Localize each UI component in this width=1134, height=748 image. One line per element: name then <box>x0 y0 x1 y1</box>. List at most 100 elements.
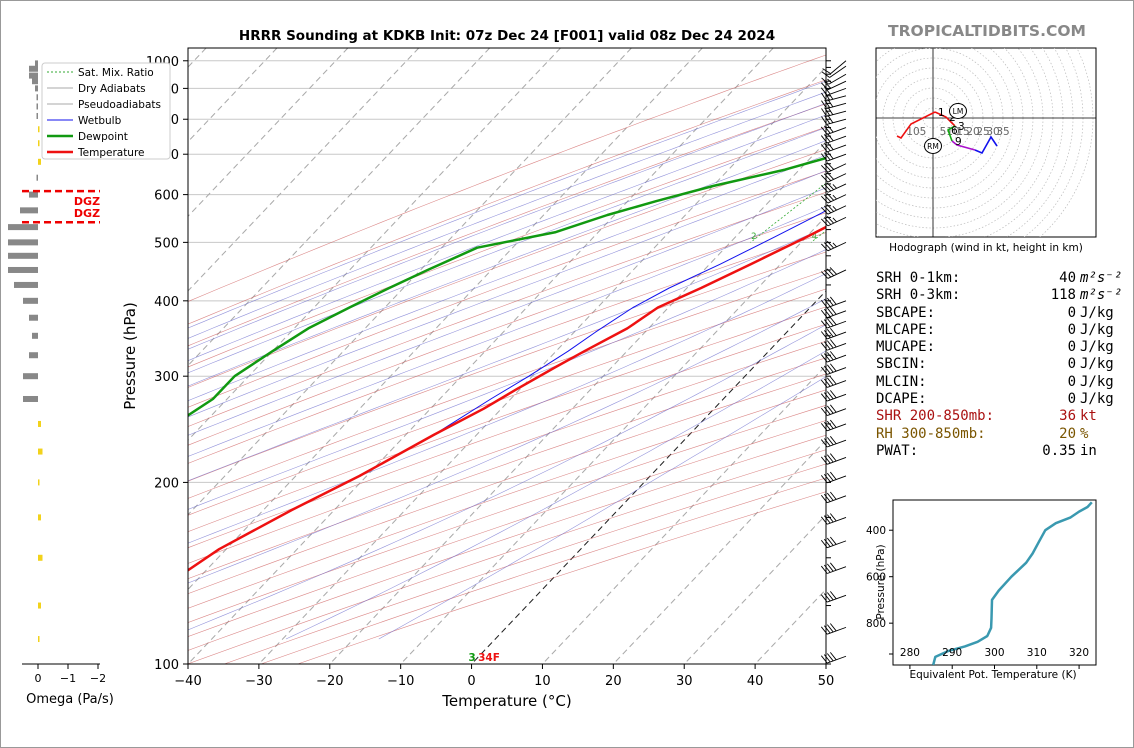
mix-ratio-label: 4 <box>812 232 817 242</box>
skewt-background-lines: 246810131620243036 <box>188 48 854 664</box>
omega-bar <box>23 395 38 402</box>
stat-row: SBCIN: 0 J/kg <box>876 356 1126 373</box>
barb-full <box>820 135 828 144</box>
barb-staff <box>827 144 847 153</box>
mix-ratio-label: 6 <box>849 232 854 242</box>
y-tick-label: 300 <box>154 370 179 385</box>
barb-full <box>820 379 828 388</box>
pseudo-adiabat <box>188 324 826 631</box>
dry-adiabat <box>188 54 826 302</box>
barb-full <box>821 185 829 193</box>
stat-label: MLCIN: <box>876 373 927 390</box>
barb-full <box>823 319 831 328</box>
barb-full <box>821 92 828 102</box>
barb-full <box>829 339 837 348</box>
hodo-ring-label: 10 <box>906 126 919 138</box>
omega-bar <box>35 85 38 92</box>
barb-full <box>823 353 831 362</box>
barb-full <box>826 133 834 142</box>
barb-staff <box>827 457 847 465</box>
stat-row: SBCAPE: 0 J/kg <box>876 305 1126 322</box>
right-mover-label: RM <box>927 142 939 151</box>
stat-row: MLCAPE: 0 J/kg <box>876 322 1126 339</box>
dry-adiabat <box>188 79 826 325</box>
pseudo-adiabat <box>188 273 826 544</box>
barb-full <box>820 423 828 432</box>
stat-row: MUCAPE: 0 J/kg <box>876 339 1126 356</box>
skewt-ticks <box>183 60 831 669</box>
stat-unit: J/kg <box>1080 339 1114 356</box>
barb-full <box>829 419 837 428</box>
barb-half <box>827 78 832 83</box>
barb-full <box>822 68 831 75</box>
barb-full <box>829 390 837 399</box>
barb-half <box>832 184 837 189</box>
x-tick-label: −10 <box>387 674 414 689</box>
barb-full <box>827 106 834 115</box>
dry-adiabat <box>188 149 826 388</box>
omega-bar <box>29 314 38 321</box>
barb-full <box>829 306 837 315</box>
barb-staff <box>827 205 847 215</box>
omega-bar <box>36 174 38 181</box>
omega-bar <box>36 94 38 101</box>
hodograph-frame <box>875 47 1097 238</box>
stat-unit: J/kg <box>1080 304 1114 321</box>
barb-full <box>829 351 837 360</box>
wind-barb <box>821 114 847 125</box>
wind-barb <box>821 65 847 78</box>
dry-adiabat <box>188 170 826 408</box>
barb-full <box>826 215 835 224</box>
zero-isotherm <box>471 290 826 664</box>
barb-staff <box>827 439 847 448</box>
barb-full <box>823 269 832 278</box>
wind-barb <box>820 124 847 135</box>
theta-e-y-tick-label: 800 <box>866 618 886 630</box>
x-tick-label: 20 <box>605 674 622 689</box>
wind-barb <box>820 652 847 664</box>
y-tick-label: 400 <box>154 295 179 310</box>
barb-full <box>829 404 837 413</box>
barb-staff <box>826 110 847 117</box>
isotherm <box>329 140 826 664</box>
stat-unit: m²s⁻² <box>1080 287 1123 304</box>
barb-half <box>832 242 837 248</box>
barb-full <box>823 81 832 89</box>
surface-temperature-label: 34F <box>478 652 500 664</box>
wind-barb <box>820 623 847 635</box>
barb-staff <box>827 153 847 162</box>
omega-tick-label: −1 <box>60 672 76 685</box>
stat-value: 118 <box>1050 287 1076 304</box>
barb-full <box>826 340 834 349</box>
omega-bar <box>38 602 41 609</box>
barb-full <box>823 593 831 602</box>
wind-barb <box>820 591 847 603</box>
wind-barb <box>820 363 847 375</box>
wind-barb <box>820 453 847 465</box>
stat-unit: J/kg <box>1080 321 1114 338</box>
dry-adiabat <box>188 389 826 609</box>
barb-full <box>829 591 837 600</box>
isotherm <box>258 66 826 664</box>
barb-half <box>829 94 834 100</box>
omega-tick-label: −2 <box>90 672 106 685</box>
omega-bar <box>8 266 38 273</box>
stat-label: SHR 200-850mb: <box>876 408 995 425</box>
x-tick-label: −20 <box>316 674 343 689</box>
barb-full <box>829 363 837 372</box>
barb-full <box>820 320 828 329</box>
omega-bar <box>32 78 38 85</box>
barb-full <box>820 331 828 340</box>
barb-staff <box>827 495 847 504</box>
barb-staff <box>829 65 847 78</box>
theta-e-line <box>931 501 1093 665</box>
stat-unit: m²s⁻² <box>1080 270 1123 286</box>
isotherm <box>188 48 349 218</box>
barb-full <box>829 317 837 326</box>
omega-bar <box>38 514 41 521</box>
theta-e-x-tick-label: 310 <box>1027 647 1047 659</box>
omega-bar <box>8 252 38 259</box>
barb-staff <box>827 163 847 173</box>
legend-label: Temperature <box>77 147 145 159</box>
barb-full <box>823 473 831 482</box>
